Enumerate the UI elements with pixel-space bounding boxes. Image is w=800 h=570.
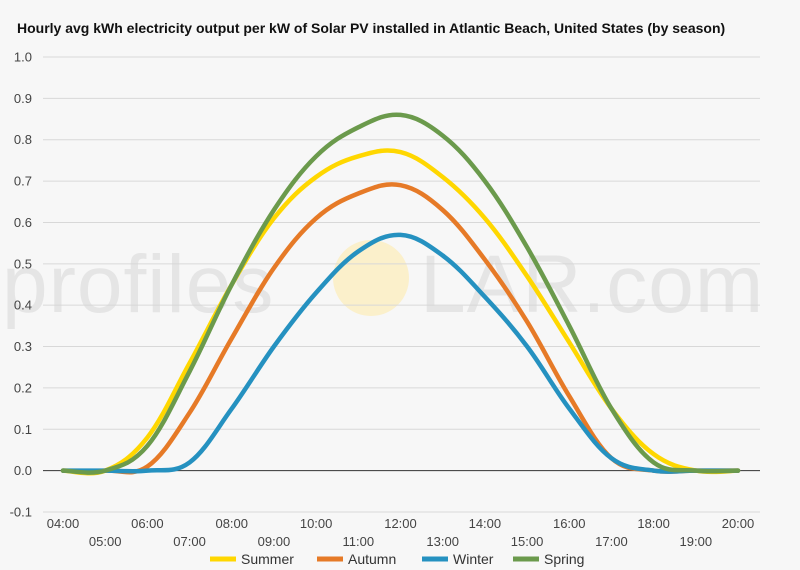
y-tick-label: 0.7 [14, 174, 32, 189]
x-tick-label: 13:00 [426, 534, 459, 549]
watermark-text-left: profiles [2, 239, 274, 330]
x-tick-label: 11:00 [343, 534, 375, 549]
x-tick-label: 12:00 [384, 516, 417, 531]
series-line-winter [60, 232, 741, 474]
x-tick-label: 19:00 [680, 534, 713, 549]
legend-label-winter: Winter [453, 551, 494, 567]
y-tick-label: 1.0 [14, 50, 32, 65]
x-tick-label: 04:00 [47, 516, 80, 531]
y-tick-label: 0.3 [14, 339, 32, 354]
y-tick-label: 0.2 [14, 380, 32, 395]
y-tick-label: 0.4 [14, 298, 32, 313]
watermark: profiles LAR.com [2, 239, 764, 330]
grid-lines [43, 56, 760, 513]
legend: Summer Autumn Winter Spring [210, 551, 584, 567]
x-tick-label: 14:00 [469, 516, 502, 531]
series-line-spring [60, 112, 741, 475]
legend-label-summer: Summer [241, 551, 294, 567]
y-axis-ticks: -0.1 0.0 0.1 0.2 0.3 0.4 0.5 0.6 0.7 0.8 0.9 1.0 [10, 50, 32, 520]
x-tick-label: 07:00 [173, 534, 206, 549]
chart-title: Hourly avg kWh electricity output per kW… [17, 20, 725, 36]
x-tick-label: 08:00 [215, 516, 248, 531]
x-tick-label: 20:00 [722, 516, 755, 531]
x-tick-label: 16:00 [553, 516, 586, 531]
watermark-sun-icon [333, 240, 409, 316]
y-tick-label: 0.8 [14, 132, 32, 147]
watermark-text-right: LAR.com [420, 239, 764, 330]
x-tick-label: 10:00 [300, 516, 333, 531]
y-tick-label: 0.1 [14, 422, 32, 437]
x-tick-label: 18:00 [637, 516, 670, 531]
legend-label-spring: Spring [544, 551, 584, 567]
y-tick-label: 0.6 [14, 215, 32, 230]
x-tick-label: 17:00 [595, 534, 628, 549]
y-tick-label: -0.1 [10, 505, 32, 520]
x-tick-label: 15:00 [511, 534, 544, 549]
y-tick-label: 0.9 [14, 91, 32, 106]
x-axis-ticks: 04:00 05:00 06:00 07:00 08:00 09:00 10:00 11:00… [47, 516, 755, 549]
x-tick-label: 06:00 [131, 516, 164, 531]
x-tick-label: 05:00 [89, 534, 122, 549]
y-tick-label: 0.5 [14, 256, 32, 271]
x-tick-label: 09:00 [258, 534, 291, 549]
series-lines [60, 112, 741, 476]
legend-label-autumn: Autumn [348, 551, 396, 567]
y-tick-label: 0.0 [14, 463, 32, 478]
